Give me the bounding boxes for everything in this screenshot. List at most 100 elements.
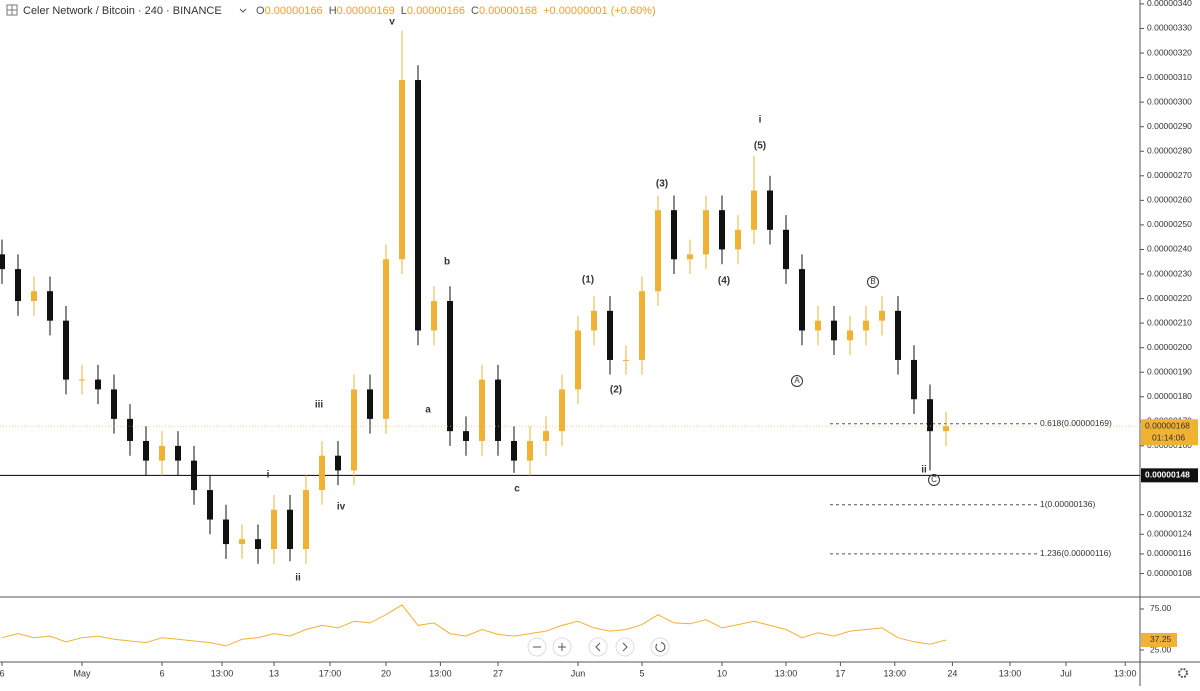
ohlc-change: +0.00000001 (+0.60%) bbox=[543, 5, 656, 17]
candle-body bbox=[879, 310, 885, 321]
candle-body bbox=[927, 399, 933, 432]
y-tick-label: 0.00000190 bbox=[1147, 366, 1192, 376]
candle-body bbox=[111, 389, 117, 419]
scroll-left-button[interactable] bbox=[588, 637, 608, 657]
wave-label: (4) bbox=[718, 276, 730, 287]
fib-label: 1(0.00000136) bbox=[1040, 499, 1095, 509]
candle-body bbox=[431, 301, 437, 331]
settings-gear[interactable] bbox=[1178, 668, 1188, 678]
wave-label: a bbox=[425, 405, 431, 416]
candle-body bbox=[703, 210, 709, 255]
wave-label: (3) bbox=[656, 179, 668, 190]
y-tick-label: 0.00000320 bbox=[1147, 47, 1192, 57]
reset-button[interactable] bbox=[650, 637, 670, 657]
y-tick-label: 0.00000280 bbox=[1147, 145, 1192, 155]
y-tick-label: 0.00000240 bbox=[1147, 244, 1192, 254]
candle-body bbox=[543, 431, 549, 441]
annotation-circle bbox=[791, 375, 803, 387]
x-tick-label: 13 bbox=[269, 668, 279, 678]
candle-body bbox=[287, 509, 293, 549]
candle-body bbox=[735, 229, 741, 250]
x-tick-label: 13:00 bbox=[211, 668, 234, 678]
settings[interactable] bbox=[1178, 668, 1188, 678]
candle-body bbox=[319, 455, 325, 491]
current-price-label: 0.00000168 bbox=[1145, 420, 1190, 430]
candle-body bbox=[863, 320, 869, 331]
wave-label: (5) bbox=[754, 141, 766, 152]
y-tick-label: 0.00000310 bbox=[1147, 72, 1192, 82]
y-tick-label: 0.00000250 bbox=[1147, 219, 1192, 229]
x-tick-label: 20 bbox=[381, 668, 391, 678]
x-tick-label: 13:00 bbox=[1114, 668, 1137, 678]
wave-label: b bbox=[444, 257, 450, 268]
scroll-right-icon bbox=[622, 642, 628, 652]
zoom-in-icon bbox=[558, 643, 566, 651]
ohlc-value: 0.00000166 bbox=[265, 5, 323, 17]
wave-label: i bbox=[267, 470, 270, 481]
y-tick-label: 0.00000230 bbox=[1147, 268, 1192, 278]
wave-label: ii bbox=[921, 465, 927, 476]
candle-body bbox=[463, 431, 469, 441]
toolbar bbox=[527, 637, 670, 657]
wave-label: B bbox=[870, 277, 875, 286]
x-tick-label: 6 bbox=[0, 668, 5, 678]
candle-body bbox=[911, 359, 917, 400]
ohlc-value: 0.00000166 bbox=[407, 5, 465, 17]
wave-label: iii bbox=[315, 400, 324, 411]
candle-body bbox=[767, 190, 773, 230]
wave-label: ii bbox=[295, 573, 301, 584]
candle-body bbox=[559, 389, 565, 432]
rsi-tick-label: 75.00 bbox=[1150, 603, 1172, 613]
reset-icon bbox=[655, 642, 666, 652]
candle-body bbox=[687, 254, 693, 260]
ohlc-key: C bbox=[471, 5, 479, 17]
ohlc-value: 0.00000168 bbox=[479, 5, 537, 17]
candle-body bbox=[31, 291, 37, 302]
x-tick-label: 24 bbox=[947, 668, 957, 678]
y-tick-label: 0.00000200 bbox=[1147, 342, 1192, 352]
y-tick-label: 0.00000260 bbox=[1147, 195, 1192, 205]
x-tick-label: 10 bbox=[717, 668, 727, 678]
y-tick-label: 0.00000210 bbox=[1147, 317, 1192, 327]
current-price-tag bbox=[1141, 419, 1198, 446]
x-tick-label: May bbox=[73, 668, 91, 678]
candle-body bbox=[511, 440, 517, 461]
horizontal-line-label: 0.00000148 bbox=[1145, 470, 1190, 480]
candle-body bbox=[175, 445, 181, 461]
rsi-tick-label: 25.00 bbox=[1150, 644, 1172, 654]
y-tick-label: 0.00000180 bbox=[1147, 391, 1192, 401]
candle-body bbox=[47, 291, 53, 321]
candle-body bbox=[575, 330, 581, 390]
wave-label: c bbox=[514, 484, 520, 495]
x-tick-label: 13:00 bbox=[429, 668, 452, 678]
x-tick-label: 27 bbox=[493, 668, 503, 678]
candle-body bbox=[303, 490, 309, 549]
symbol-title[interactable]: Celer Network / Bitcoin · 240 · BINANCE bbox=[23, 5, 222, 17]
candle-body bbox=[815, 320, 821, 331]
y-tick-label: 0.00000340 bbox=[1147, 0, 1192, 8]
ohlc-key: O bbox=[256, 5, 265, 17]
ohlc-legend: O0.00000166 H0.00000169 L0.00000166 C0.0000… bbox=[256, 5, 656, 17]
x-tick-label: 17:00 bbox=[319, 668, 342, 678]
dropdown-arrow[interactable] bbox=[239, 8, 247, 13]
x-tick-label: 17 bbox=[835, 668, 845, 678]
candle-body bbox=[207, 490, 213, 520]
ohlc-key: H bbox=[329, 5, 337, 17]
candle-body bbox=[895, 310, 901, 360]
candle-body bbox=[63, 320, 69, 380]
candle-body bbox=[783, 229, 789, 270]
fib-label: 1.236(0.00000116) bbox=[1040, 548, 1111, 558]
rsi-line bbox=[1, 604, 947, 647]
scroll-left-icon bbox=[595, 642, 601, 652]
candle-body bbox=[639, 291, 645, 360]
scroll-right-button[interactable] bbox=[615, 637, 635, 657]
candle-body bbox=[239, 539, 245, 545]
x-tick-label: Jul bbox=[1060, 668, 1072, 678]
x-tick-label: 5 bbox=[639, 668, 644, 678]
header: Celer Network / Bitcoin · 240 · BINANCE … bbox=[6, 4, 656, 17]
x-tick-label: 13:00 bbox=[775, 668, 798, 678]
wave-label: (2) bbox=[610, 385, 622, 396]
y-tick-label: 0.00000116 bbox=[1147, 548, 1192, 558]
candle-body bbox=[127, 418, 133, 441]
